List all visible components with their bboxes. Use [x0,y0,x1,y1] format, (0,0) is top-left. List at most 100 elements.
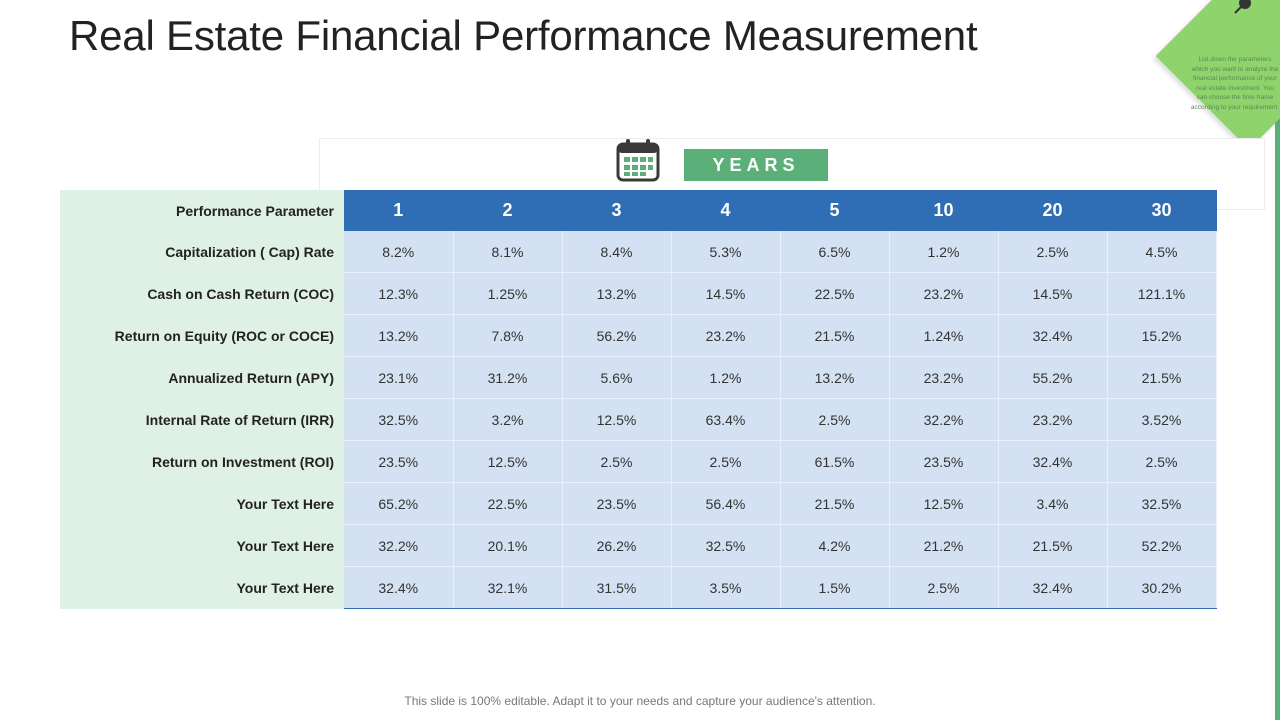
table-row: Cash on Cash Return (COC) 12.3% 1.25% 13.2%… [60,272,1217,315]
value-cell: 56.4% [671,482,781,525]
value-cell: 32.1% [453,566,563,609]
value-cell: 32.5% [344,398,454,441]
table-row: Annualized Return (APY) 23.1% 31.2% 5.6% 1.2… [60,356,1217,399]
value-cell: 32.4% [998,566,1108,609]
value-cell: 5.3% [671,231,781,273]
year-header-cell: 1 [344,190,454,231]
parameter-label: Your Text Here [60,524,344,567]
value-cell: 21.5% [1107,356,1217,399]
years-label: YEARS [684,149,828,181]
value-cell: 3.4% [998,482,1108,525]
value-cell: 2.5% [780,398,890,441]
value-cell: 13.2% [780,356,890,399]
table-row: Capitalization ( Cap) Rate 8.2% 8.1% 8.4% 5.… [60,231,1217,273]
performance-table-container: Performance Parameter 1 2 3 4 5 10 20 30 Capita… [60,190,1217,609]
value-cell: 32.5% [671,524,781,567]
value-cell: 12.5% [562,398,672,441]
value-cell: 3.5% [671,566,781,609]
parameter-label: Internal Rate of Return (IRR) [60,398,344,441]
year-header-cell: 20 [998,190,1108,231]
value-cell: 14.5% [671,272,781,315]
sticky-note-text: List down the parameters which you want … [1190,56,1280,111]
value-cell: 55.2% [998,356,1108,399]
value-cell: 5.6% [562,356,672,399]
value-cell: 23.1% [344,356,454,399]
value-cell: 3.2% [453,398,563,441]
value-cell: 32.5% [1107,482,1217,525]
parameter-label: Your Text Here [60,482,344,525]
parameter-label: Capitalization ( Cap) Rate [60,231,344,273]
value-cell: 22.5% [780,272,890,315]
value-cell: 2.5% [998,231,1108,273]
value-cell: 23.2% [889,356,999,399]
value-cell: 1.5% [780,566,890,609]
value-cell: 22.5% [453,482,563,525]
value-cell: 65.2% [344,482,454,525]
year-header-cell: 30 [1107,190,1217,231]
value-cell: 13.2% [344,314,454,357]
value-cell: 21.5% [998,524,1108,567]
value-cell: 1.24% [889,314,999,357]
value-cell: 52.2% [1107,524,1217,567]
value-cell: 21.5% [780,314,890,357]
value-cell: 23.2% [889,272,999,315]
value-cell: 30.2% [1107,566,1217,609]
header-performance-parameter: Performance Parameter [60,190,344,231]
table-row: Your Text Here 32.4% 32.1% 31.5% 3.5% 1.5% 2.5… [60,566,1217,609]
value-cell: 12.5% [889,482,999,525]
value-cell: 31.2% [453,356,563,399]
footer-note: This slide is 100% editable. Adapt it to… [404,694,876,708]
value-cell: 1.2% [889,231,999,273]
value-cell: 32.2% [344,524,454,567]
year-header-cell: 2 [453,190,563,231]
value-cell: 21.2% [889,524,999,567]
value-cell: 15.2% [1107,314,1217,357]
table-row: Return on Equity (ROC or COCE) 13.2% 7.8% 5… [60,314,1217,357]
year-header-cell: 4 [671,190,781,231]
value-cell: 2.5% [889,566,999,609]
value-cell: 8.4% [562,231,672,273]
value-cell: 1.2% [671,356,781,399]
value-cell: 63.4% [671,398,781,441]
table-header-row: Performance Parameter 1 2 3 4 5 10 20 30 [60,190,1217,231]
table-row: Your Text Here 65.2% 22.5% 23.5% 56.4% 21.5% 1… [60,482,1217,525]
value-cell: 14.5% [998,272,1108,315]
value-cell: 13.2% [562,272,672,315]
performance-table: Performance Parameter 1 2 3 4 5 10 20 30 Capita… [60,190,1217,609]
value-cell: 32.4% [344,566,454,609]
value-cell: 23.2% [998,398,1108,441]
value-cell: 61.5% [780,440,890,483]
calendar-icon [616,139,660,182]
value-cell: 2.5% [671,440,781,483]
parameter-label: Return on Investment (ROI) [60,440,344,483]
parameter-label: Cash on Cash Return (COC) [60,272,344,315]
right-edge-accent [1275,0,1280,720]
value-cell: 12.5% [453,440,563,483]
pushpin-icon [1234,0,1251,14]
value-cell: 121.1% [1107,272,1217,315]
year-header-cell: 10 [889,190,999,231]
value-cell: 4.2% [780,524,890,567]
value-cell: 32.2% [889,398,999,441]
value-cell: 56.2% [562,314,672,357]
value-cell: 32.4% [998,440,1108,483]
year-header-cell: 5 [780,190,890,231]
page-title: Real Estate Financial Performance Measur… [69,12,978,59]
value-cell: 23.5% [562,482,672,525]
value-cell: 23.5% [889,440,999,483]
value-cell: 26.2% [562,524,672,567]
value-cell: 1.25% [453,272,563,315]
table-row: Your Text Here 32.2% 20.1% 26.2% 32.5% 4.2% 21… [60,524,1217,567]
value-cell: 3.52% [1107,398,1217,441]
sticky-note: List down the parameters which you want … [1155,0,1280,150]
value-cell: 4.5% [1107,231,1217,273]
value-cell: 23.2% [671,314,781,357]
value-cell: 23.5% [344,440,454,483]
year-header-cell: 3 [562,190,672,231]
parameter-label: Return on Equity (ROC or COCE) [60,314,344,357]
value-cell: 8.2% [344,231,454,273]
value-cell: 6.5% [780,231,890,273]
value-cell: 2.5% [1107,440,1217,483]
value-cell: 32.4% [998,314,1108,357]
table-row: Return on Investment (ROI) 23.5% 12.5% 2.5%… [60,440,1217,483]
